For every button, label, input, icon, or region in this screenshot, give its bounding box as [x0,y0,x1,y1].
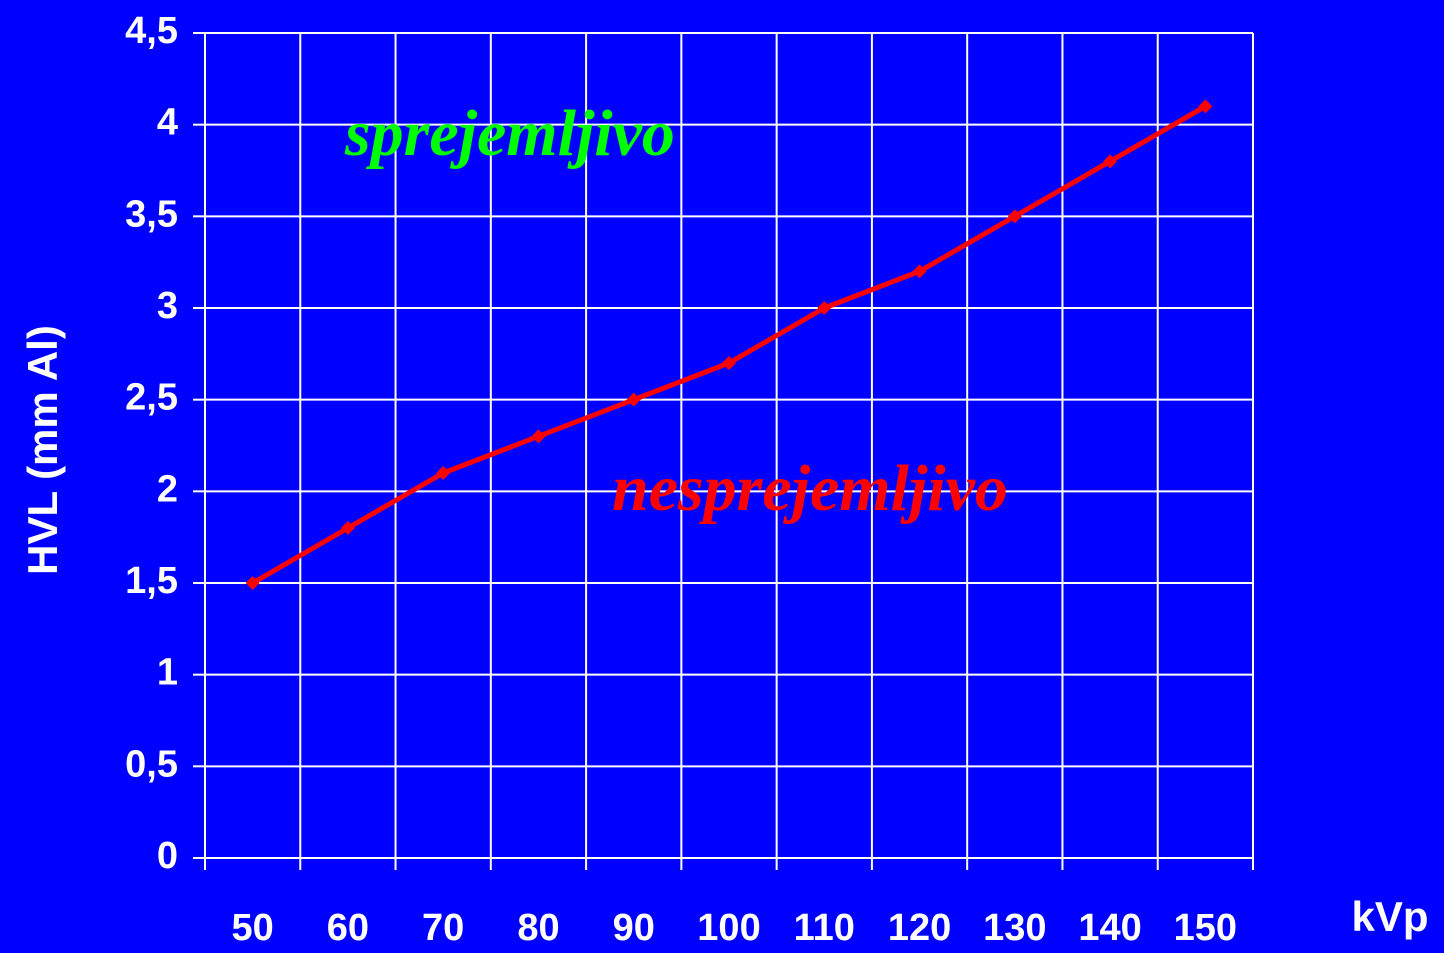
data-point [436,466,451,480]
x-tick-label: 140 [1078,907,1141,949]
x-tick-label: 50 [231,907,273,949]
y-tick-label: 1,5 [125,560,178,602]
x-tick-label: 70 [422,907,464,949]
data-point [531,429,546,444]
y-tick-label: 3 [157,285,178,327]
x-tick-label: 80 [517,907,559,949]
y-tick-label: 0 [157,835,178,877]
annotation: nesprejemljivo [612,452,1008,525]
data-point [1103,154,1118,169]
annotation: sprejemljivo [344,97,675,170]
x-tick-label: 100 [697,907,760,949]
y-axis-title: HVL (mm Al) [19,325,66,575]
x-tick-label: 60 [327,907,369,949]
data-point [722,356,736,370]
x-tick-label: 120 [888,907,951,949]
data-point [245,576,260,590]
x-axis-title: kVp [1351,893,1428,940]
y-tick-label: 0,5 [125,743,178,785]
y-tick-label: 4,5 [125,10,178,52]
x-tick-label: 130 [983,907,1046,949]
y-tick-label: 2 [157,468,178,510]
data-point [340,521,355,535]
x-tick-label: 90 [613,907,655,949]
data-point [912,264,927,279]
data-point [626,392,641,407]
data-point [1007,209,1022,224]
data-point [817,301,832,315]
y-tick-label: 4 [157,102,178,144]
data-point [1198,99,1213,114]
y-tick-label: 1 [157,652,178,694]
y-tick-label: 2,5 [125,377,178,419]
x-tick-label: 150 [1174,907,1237,949]
y-tick-label: 3,5 [125,193,178,235]
x-tick-label: 110 [794,907,855,949]
